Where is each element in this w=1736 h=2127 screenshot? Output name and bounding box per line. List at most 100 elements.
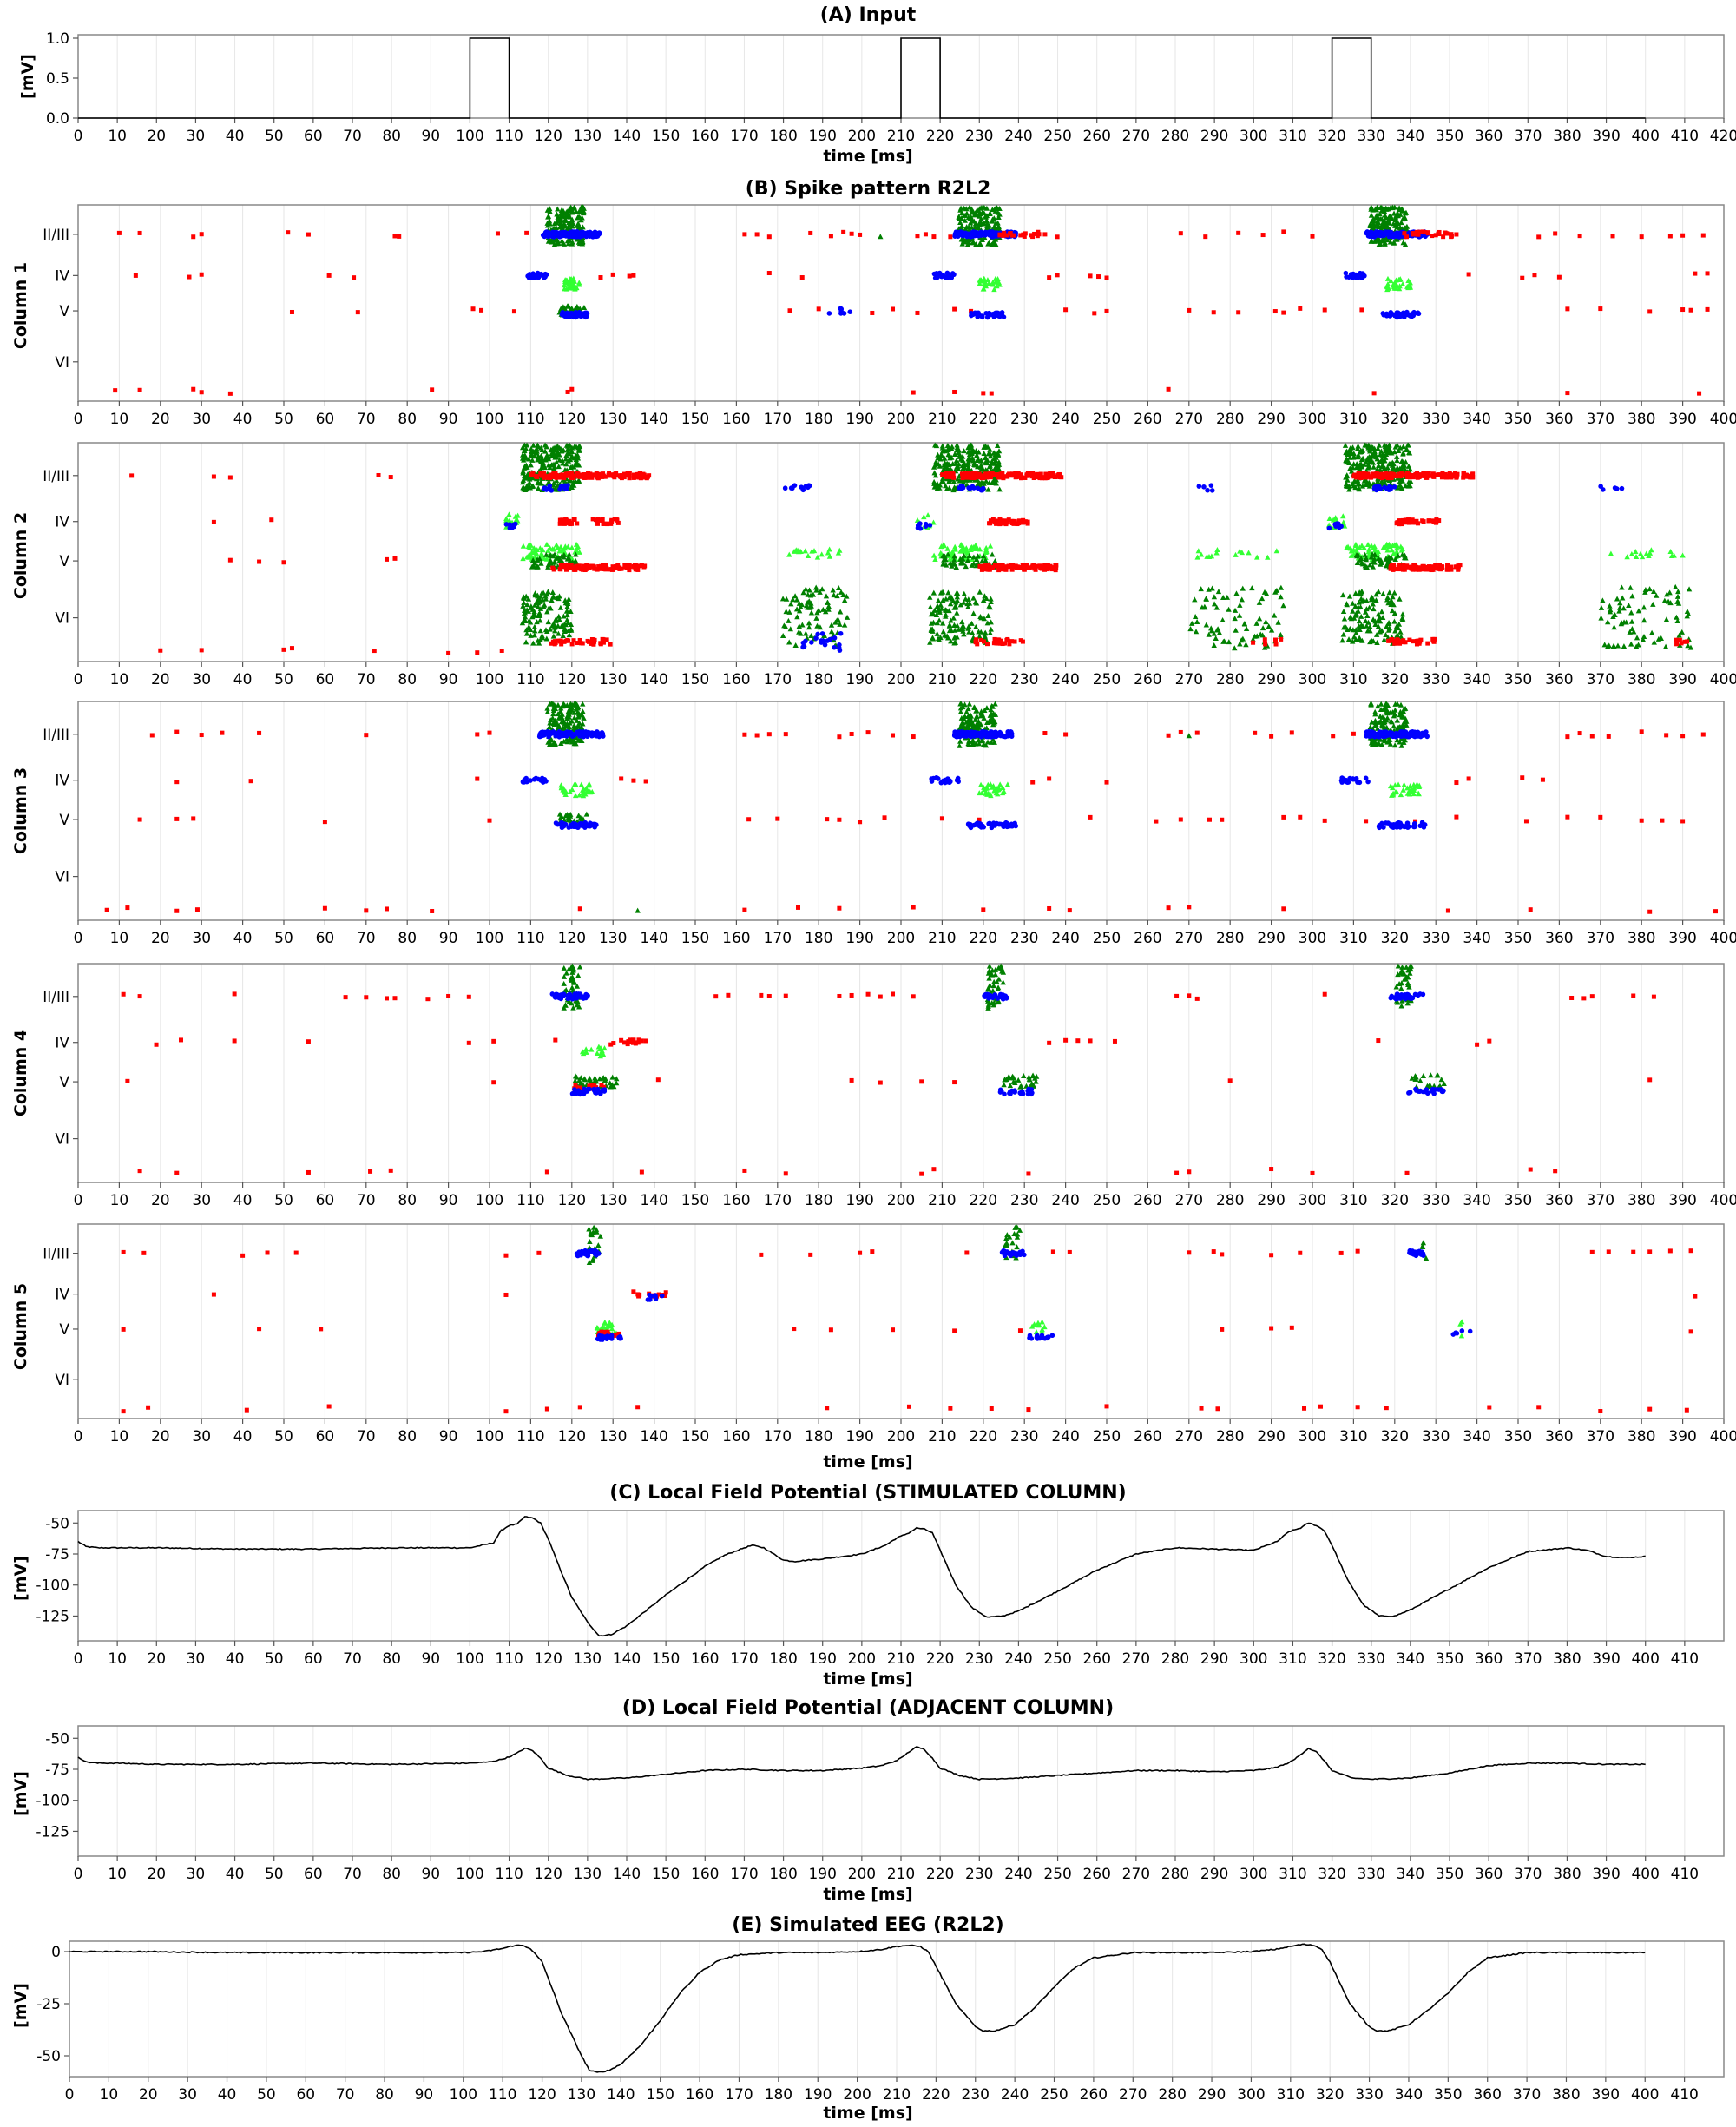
column1-spike [990, 218, 996, 224]
column2-spike [506, 517, 513, 524]
column2-spike [551, 567, 556, 572]
column2-spike [624, 565, 629, 570]
column1-spike [973, 233, 978, 238]
column2-spike [528, 632, 534, 638]
column3-spike [1154, 819, 1159, 824]
column1-spike [1404, 234, 1410, 240]
column2-spike [560, 472, 565, 477]
column2-spike [944, 474, 950, 479]
column1-spike [567, 285, 573, 291]
column2-spike [520, 556, 526, 562]
column3-spike [1364, 819, 1369, 824]
input-x-tick-label: 10 [108, 128, 127, 145]
column2-spike [591, 641, 596, 646]
column1-spike [579, 236, 585, 242]
column2-spike [575, 444, 582, 450]
column1-spike [915, 310, 920, 315]
spike-pattern-title: (B) Spike pattern R2L2 [746, 178, 991, 200]
column1-spike [564, 238, 571, 244]
column2-spike [1416, 521, 1421, 526]
input-x-tick-label: 200 [848, 128, 876, 145]
column3-spike [1088, 814, 1093, 820]
column1-spike [534, 274, 539, 280]
column1-spike [849, 231, 854, 236]
column2-spike [1006, 472, 1011, 477]
column2-spike [561, 554, 567, 560]
column1-spike [553, 237, 560, 243]
column2-spike [523, 442, 530, 448]
column1-x-tick-label: 230 [1010, 411, 1038, 428]
column2-spike [803, 638, 808, 644]
column3-x-tick-label: 200 [887, 930, 915, 947]
column1-spike [972, 221, 979, 227]
column2-spike [822, 642, 828, 648]
column2-spike [1432, 636, 1437, 642]
input-x-tick-label: 390 [1592, 128, 1620, 145]
column1-spike [631, 273, 636, 278]
column2-spike [536, 617, 543, 623]
column2-spike [635, 474, 640, 479]
column2-spike [523, 627, 529, 633]
column1-x-ticks: 0 10 20 30 40 50 60 70 80 90 100 110 120 130 140 150 160… [74, 401, 1736, 428]
column1-spike [1639, 234, 1644, 240]
column2-spike [129, 473, 135, 478]
input-y-tick-label: 1.0 [46, 30, 69, 48]
column1-spike [1011, 233, 1016, 238]
column3-spike [248, 779, 253, 784]
column2-spike [376, 472, 381, 477]
column1-spike [963, 210, 970, 216]
column2-spike [574, 548, 580, 554]
column1-spike [1368, 206, 1374, 212]
column1-spike [562, 277, 569, 283]
column1-spike [1667, 234, 1673, 239]
column2-spike [627, 563, 632, 568]
column2-x-tick-label: 380 [1628, 671, 1655, 688]
column3-spike [1577, 731, 1582, 736]
column1-spike [1577, 234, 1582, 239]
column2-spike [568, 477, 574, 484]
column2-spike [595, 521, 601, 526]
column2-spike [552, 485, 559, 491]
column2-spike [799, 484, 805, 490]
column1-spike [963, 206, 970, 212]
column2-spike [832, 644, 837, 650]
column2-x-tick-label: 140 [640, 671, 667, 688]
column3-spike [1713, 909, 1719, 914]
column2-spike [569, 642, 575, 647]
column3-spike [364, 733, 369, 738]
column1-spike [991, 223, 997, 229]
column2-spike [528, 462, 534, 468]
column1-spike [545, 220, 551, 226]
column2-layer-label: V [59, 553, 69, 570]
column2-spike [1407, 637, 1412, 642]
column1-spike [1693, 271, 1698, 276]
column1-spike [1409, 313, 1415, 319]
column2-spike [1009, 567, 1015, 572]
column1-spike [560, 213, 567, 219]
column1-x-tick-label: 110 [516, 411, 544, 428]
column1-spike [972, 224, 978, 230]
column2-spike [556, 616, 562, 622]
column2-spike [803, 484, 809, 490]
column1-spike [1399, 280, 1406, 286]
column2-spike [1457, 563, 1463, 568]
column2-spike [561, 547, 567, 553]
column2-spike [568, 522, 573, 527]
column2-spike [1251, 640, 1256, 645]
column1-spike [808, 230, 813, 235]
column2-spike [524, 483, 530, 489]
column2-spike [520, 451, 526, 458]
column1-x-tick-label: 300 [1299, 411, 1326, 428]
column2-spike [499, 648, 504, 653]
column1-spike [289, 309, 294, 314]
column2-x-tick-label: 270 [1175, 671, 1203, 688]
input-x-tick-label: 150 [652, 128, 680, 145]
input-x-tick-label: 420 [1710, 128, 1736, 145]
input-y-tick-label: 0.0 [46, 110, 69, 128]
column1-spike [980, 286, 987, 292]
column2-spike [1369, 474, 1374, 479]
column3-spike [742, 907, 747, 912]
column2-x-tick-label: 200 [887, 671, 915, 688]
column2-spike [538, 452, 544, 458]
column1-spike [1383, 224, 1390, 230]
